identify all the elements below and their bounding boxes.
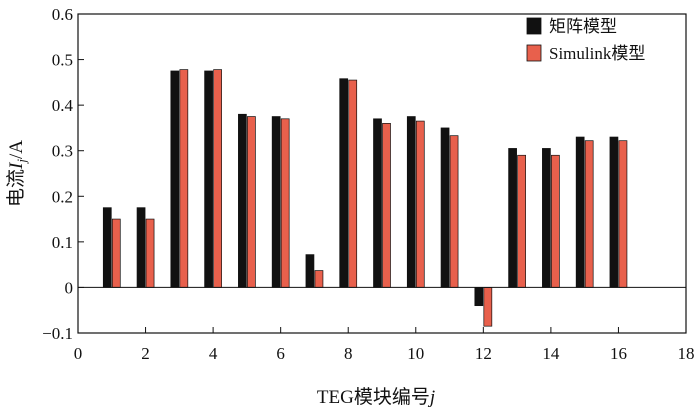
bar-s2-13 — [517, 154, 526, 288]
bar-s1-11 — [440, 127, 450, 288]
bar-s2-9 — [382, 123, 391, 288]
x-axis-title: TEG模块编号j — [317, 386, 435, 408]
y-tick-label-0.1: 0.1 — [52, 233, 73, 252]
legend: 矩阵模型 Simulink模型 — [526, 17, 645, 63]
bar-s2-16 — [618, 140, 628, 288]
legend-label-2: Simulink模型 — [549, 44, 645, 63]
bar-s2-1 — [111, 218, 121, 288]
bar-s1-3 — [170, 70, 180, 288]
bars-layer — [102, 69, 628, 327]
bar-s1-16 — [609, 136, 619, 288]
y-tick-label-0.2: 0.2 — [52, 187, 73, 206]
y-tick-label-0.6: 0.6 — [52, 5, 73, 24]
y-tick-label-0.3: 0.3 — [52, 142, 73, 161]
bar-s2-5 — [247, 116, 256, 288]
bar-s2-15 — [584, 140, 594, 288]
bar-s2-6 — [280, 118, 290, 288]
x-tick-label-12: 12 — [475, 344, 492, 363]
bar-s1-6 — [271, 116, 281, 288]
x-tick-label-0: 0 — [74, 344, 83, 363]
x-tick-label-4: 4 — [209, 344, 218, 363]
bar-s1-8 — [339, 78, 349, 288]
x-tick-label-16: 16 — [610, 344, 627, 363]
bar-s1-2 — [136, 207, 146, 288]
axes-layer — [77, 13, 687, 334]
bar-s2-11 — [449, 135, 459, 288]
bar-s2-4 — [213, 69, 222, 288]
bar-s1-12 — [474, 287, 484, 307]
bar-s2-14 — [551, 154, 560, 288]
bar-s2-3 — [179, 69, 189, 288]
legend-label-1: 矩阵模型 — [549, 17, 617, 36]
bar-s2-7 — [314, 270, 324, 288]
legend-swatch-1 — [526, 17, 542, 35]
x-tick-label-14: 14 — [542, 344, 560, 363]
y-tick-label-0.4: 0.4 — [52, 96, 74, 115]
x-tick-label-8: 8 — [344, 344, 353, 363]
x-tick-label-18: 18 — [678, 344, 695, 363]
labels-layer: 0 2 4 6 8 10 12 14 16 18−0.100.10.20.30.40.50.6TE… — [5, 5, 695, 408]
y-axis-title: 电流Ij/A — [5, 140, 29, 207]
y-tick-label-0: 0 — [65, 278, 74, 297]
bar-s1-4 — [204, 70, 213, 288]
bar-s1-9 — [373, 118, 382, 288]
bar-s1-5 — [238, 113, 247, 288]
bar-s1-14 — [542, 148, 551, 288]
bar-s2-2 — [145, 218, 155, 288]
x-tick-label-2: 2 — [141, 344, 150, 363]
bar-s1-10 — [406, 116, 416, 288]
x-tick-label-6: 6 — [276, 344, 285, 363]
x-tick-label-10: 10 — [407, 344, 424, 363]
bar-s1-7 — [305, 254, 315, 288]
bar-s2-12 — [483, 287, 493, 327]
legend-swatch-2 — [526, 44, 542, 62]
bar-s1-15 — [575, 136, 585, 288]
y-tick-label-0.5: 0.5 — [52, 51, 73, 70]
plot-frame — [77, 13, 687, 334]
bar-s2-10 — [415, 120, 425, 288]
bar-s1-13 — [508, 148, 517, 288]
bar-s1-1 — [102, 207, 112, 288]
y-tick-label--0.1: −0.1 — [42, 324, 73, 343]
bar-s2-8 — [348, 79, 358, 288]
